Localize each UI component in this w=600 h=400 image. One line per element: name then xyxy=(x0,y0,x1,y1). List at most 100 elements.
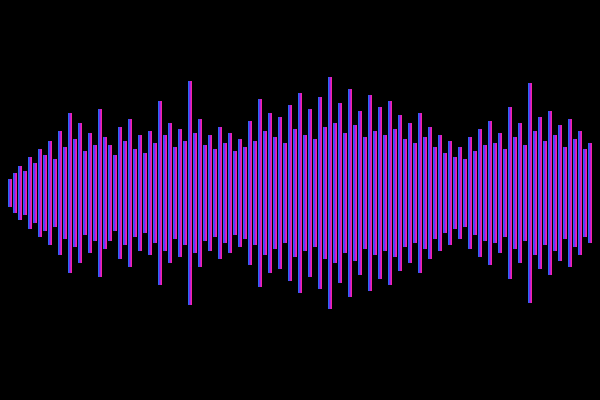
waveform-bar xyxy=(238,139,242,247)
waveform-bar xyxy=(98,109,102,277)
waveform-bar xyxy=(553,135,557,251)
waveform-bar xyxy=(408,123,412,263)
waveform-bar xyxy=(573,139,577,247)
waveform-bar xyxy=(43,155,47,231)
waveform-bar xyxy=(273,137,277,249)
waveform-bar xyxy=(8,179,12,207)
waveform-bar xyxy=(588,143,592,243)
waveform-bar xyxy=(198,119,202,267)
waveform-bar xyxy=(433,147,437,239)
waveform-bar xyxy=(393,129,397,257)
waveform-bar xyxy=(483,145,487,241)
waveform-bar xyxy=(203,145,207,241)
waveform-bar xyxy=(118,127,122,259)
waveform-bar xyxy=(103,137,107,249)
waveform-bar xyxy=(193,133,197,253)
waveform-bar xyxy=(363,137,367,249)
waveform-bar xyxy=(323,127,327,259)
waveform-bar xyxy=(378,107,382,279)
waveform-bar xyxy=(548,111,552,275)
waveform-bar xyxy=(133,149,137,237)
waveform-bar xyxy=(63,147,67,239)
waveform-bar xyxy=(23,171,27,215)
waveform-bar xyxy=(213,149,217,237)
waveform-bar xyxy=(543,141,547,245)
waveform-bar xyxy=(508,107,512,279)
waveform-bar xyxy=(518,123,522,263)
waveform-bar xyxy=(228,133,232,253)
waveform-bar xyxy=(33,163,37,223)
waveform-bar xyxy=(448,141,452,245)
waveform-bar xyxy=(498,133,502,253)
waveform-bar xyxy=(83,151,87,235)
waveform-bar xyxy=(128,119,132,267)
waveform-bar xyxy=(168,123,172,263)
waveform-bar xyxy=(278,117,282,269)
waveform-bar xyxy=(353,125,357,261)
waveform-bar xyxy=(298,93,302,293)
waveform-bar xyxy=(253,141,257,245)
waveform-bar xyxy=(78,123,82,263)
waveform-bar xyxy=(478,129,482,257)
waveform-bar xyxy=(373,131,377,255)
waveform-bar-group xyxy=(8,77,592,309)
waveform-bar xyxy=(148,131,152,255)
waveform-bar xyxy=(143,153,147,233)
waveform-bar xyxy=(293,129,297,257)
waveform-bar xyxy=(523,145,527,241)
waveform-bar xyxy=(28,157,32,229)
waveform-bar xyxy=(503,149,507,237)
waveform-bar xyxy=(383,135,387,251)
waveform-bar xyxy=(343,133,347,253)
waveform-bar xyxy=(163,135,167,251)
waveform-bar xyxy=(153,143,157,243)
waveform-bar xyxy=(283,143,287,243)
waveform-bar xyxy=(243,147,247,239)
waveform-bar xyxy=(328,77,332,309)
waveform-bar xyxy=(288,105,292,281)
waveform-bar xyxy=(258,99,262,287)
waveform-bar xyxy=(583,149,587,237)
waveform-bar xyxy=(388,101,392,285)
waveform-bar xyxy=(13,173,17,213)
waveform-bar xyxy=(58,131,62,255)
waveform-bar xyxy=(418,113,422,273)
waveform-bar xyxy=(173,147,177,239)
waveform-bar xyxy=(123,141,127,245)
waveform-bar xyxy=(68,113,72,273)
waveform-bar xyxy=(558,125,562,261)
waveform-bar xyxy=(178,129,182,257)
waveform-bar xyxy=(188,81,192,305)
waveform-bar xyxy=(113,155,117,231)
waveform-bar xyxy=(463,159,467,227)
waveform-bar xyxy=(233,151,237,235)
waveform-bar xyxy=(248,121,252,265)
waveform-bar xyxy=(158,101,162,285)
waveform-bar xyxy=(493,143,497,243)
waveform-bar xyxy=(48,141,52,245)
waveform-bar xyxy=(338,103,342,283)
waveform-bar xyxy=(313,139,317,247)
waveform-bar xyxy=(308,109,312,277)
waveform-bar xyxy=(398,115,402,271)
waveform-bar xyxy=(513,137,517,249)
waveform-bar xyxy=(263,131,267,255)
waveform-bar xyxy=(38,149,42,237)
waveform-bar xyxy=(88,133,92,253)
waveform-bar xyxy=(18,166,22,220)
waveform-bar xyxy=(563,147,567,239)
waveform-bar xyxy=(443,153,447,233)
waveform-bar xyxy=(488,121,492,265)
waveform-bar xyxy=(538,117,542,269)
waveform-bar xyxy=(348,89,352,297)
waveform-bar xyxy=(183,141,187,245)
waveform-bar xyxy=(578,131,582,255)
waveform-bar xyxy=(468,137,472,249)
waveform-bar xyxy=(458,147,462,239)
waveform-bar xyxy=(333,123,337,263)
waveform-bar xyxy=(53,159,57,227)
waveform-bar xyxy=(403,139,407,247)
